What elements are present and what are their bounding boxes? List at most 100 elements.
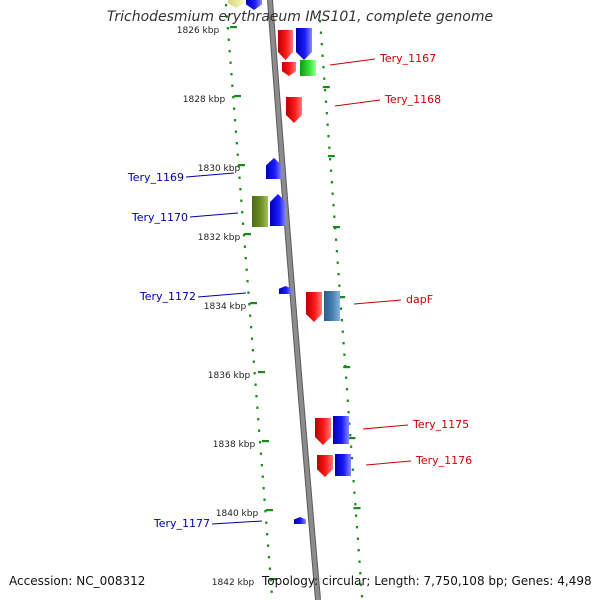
tick-dot <box>259 452 263 455</box>
tick-dot <box>233 107 236 110</box>
kbp-label: 1836 kbp <box>208 371 251 381</box>
tick-dot <box>248 303 251 306</box>
tick-dot <box>324 89 327 92</box>
tick-dot <box>232 96 235 99</box>
major-tick-outer <box>338 296 346 299</box>
tick-dot <box>229 61 232 64</box>
tick-dot <box>264 510 267 513</box>
tick-dot <box>344 376 348 379</box>
tick-dot <box>358 560 361 563</box>
tick-dot <box>348 422 351 425</box>
labels: 1826 kbp 1828 kbp 1830 kbp 1832 kbp 1834 kbp… <box>127 26 472 588</box>
tick-dot <box>350 445 353 448</box>
tick-dot <box>349 434 352 437</box>
gene-label: Tery_1175 <box>412 418 469 431</box>
kbp-label: 1828 kbp <box>183 95 226 105</box>
map-title: Trichodesmium erythraeum IMS101, complet… <box>106 9 494 25</box>
backbone-line <box>268 0 320 600</box>
tick-dot <box>246 280 249 283</box>
major-tick-outer <box>348 437 356 440</box>
major-tick <box>244 233 251 236</box>
tick-dot <box>324 100 328 103</box>
tick-dot <box>242 234 246 237</box>
tick-dot <box>319 20 322 23</box>
tick-dot <box>347 411 350 414</box>
gene-leader-line <box>334 99 381 107</box>
gene-arrow <box>279 286 292 294</box>
genome-stats-text: Topology: circular; Length: 7,750,108 bp… <box>262 574 592 588</box>
tick-dot <box>357 549 360 552</box>
major-tick <box>270 578 277 581</box>
tick-dot <box>360 583 363 586</box>
tick-dot <box>235 142 238 145</box>
tick-dot <box>334 238 338 241</box>
gene-arrow <box>317 455 333 477</box>
gene-arrow <box>294 517 306 524</box>
major-tick <box>238 164 245 167</box>
gene-arrow <box>315 418 331 445</box>
tick-dot <box>340 319 344 322</box>
tick-dot <box>263 498 266 501</box>
tick-dot <box>354 503 357 506</box>
kbp-label: 1834 kbp <box>204 302 247 312</box>
tick-dot <box>320 43 323 46</box>
tick-dot <box>337 273 340 276</box>
tick-dot <box>335 250 338 253</box>
gene-leader-line <box>362 424 409 430</box>
tick-dot <box>254 383 257 386</box>
tick-dot <box>360 595 364 598</box>
kbp-label: 1830 kbp <box>198 164 241 174</box>
tick-dot <box>356 537 359 540</box>
gene-leader-line <box>365 460 412 466</box>
gene-label: Tery_1176 <box>415 454 472 467</box>
tick-dot <box>330 181 333 184</box>
tick-dot <box>319 31 323 34</box>
tick-dot <box>261 475 264 478</box>
tick-dot <box>355 526 359 529</box>
gene-arrow <box>228 0 244 8</box>
tick-dot <box>240 199 243 202</box>
kbp-label: 1840 kbp <box>216 509 259 519</box>
tick-dot <box>245 268 248 271</box>
genome-backbone <box>267 0 321 600</box>
gene-label: Tery_1169 <box>127 171 184 184</box>
gene-label: Tery_1170 <box>131 211 188 224</box>
tick-dot <box>342 342 345 345</box>
major-tick-outer <box>333 226 341 229</box>
tick-dot <box>266 533 269 536</box>
tick-dot <box>233 119 237 122</box>
gene-label: Tery_1168 <box>384 93 441 106</box>
tick-dot <box>249 314 252 317</box>
tick-dot <box>331 192 334 195</box>
gene-leader-line <box>329 58 376 66</box>
major-tick <box>250 302 257 305</box>
label-leader-lines <box>185 58 412 525</box>
tick-dot <box>252 360 255 363</box>
tick-dot <box>236 153 239 156</box>
gene-label: Tery_1177 <box>153 517 210 530</box>
tick-dot <box>262 487 265 490</box>
gene-arrow <box>270 194 286 226</box>
tick-dot <box>257 418 260 421</box>
tick-dot <box>268 567 271 570</box>
tick-dot <box>258 429 261 432</box>
major-tick <box>234 95 241 98</box>
tick-dot <box>351 468 354 471</box>
tick-dot <box>329 169 333 172</box>
major-tick <box>230 26 237 29</box>
tick-dot <box>225 15 229 18</box>
major-tick-outer <box>322 86 330 89</box>
tick-dot <box>239 188 242 191</box>
tick-dot <box>353 491 356 494</box>
gene-leader-line <box>353 299 402 305</box>
gene-arrow <box>324 291 340 321</box>
gene-leader-line <box>211 520 263 525</box>
kbp-label: 1838 kbp <box>213 440 256 450</box>
outer-tick-ruler <box>319 20 364 598</box>
tick-dot <box>260 464 263 467</box>
tick-dot <box>329 158 332 161</box>
tick-dot <box>270 590 273 593</box>
tick-dot <box>226 27 229 30</box>
gene-arrow <box>278 30 293 60</box>
